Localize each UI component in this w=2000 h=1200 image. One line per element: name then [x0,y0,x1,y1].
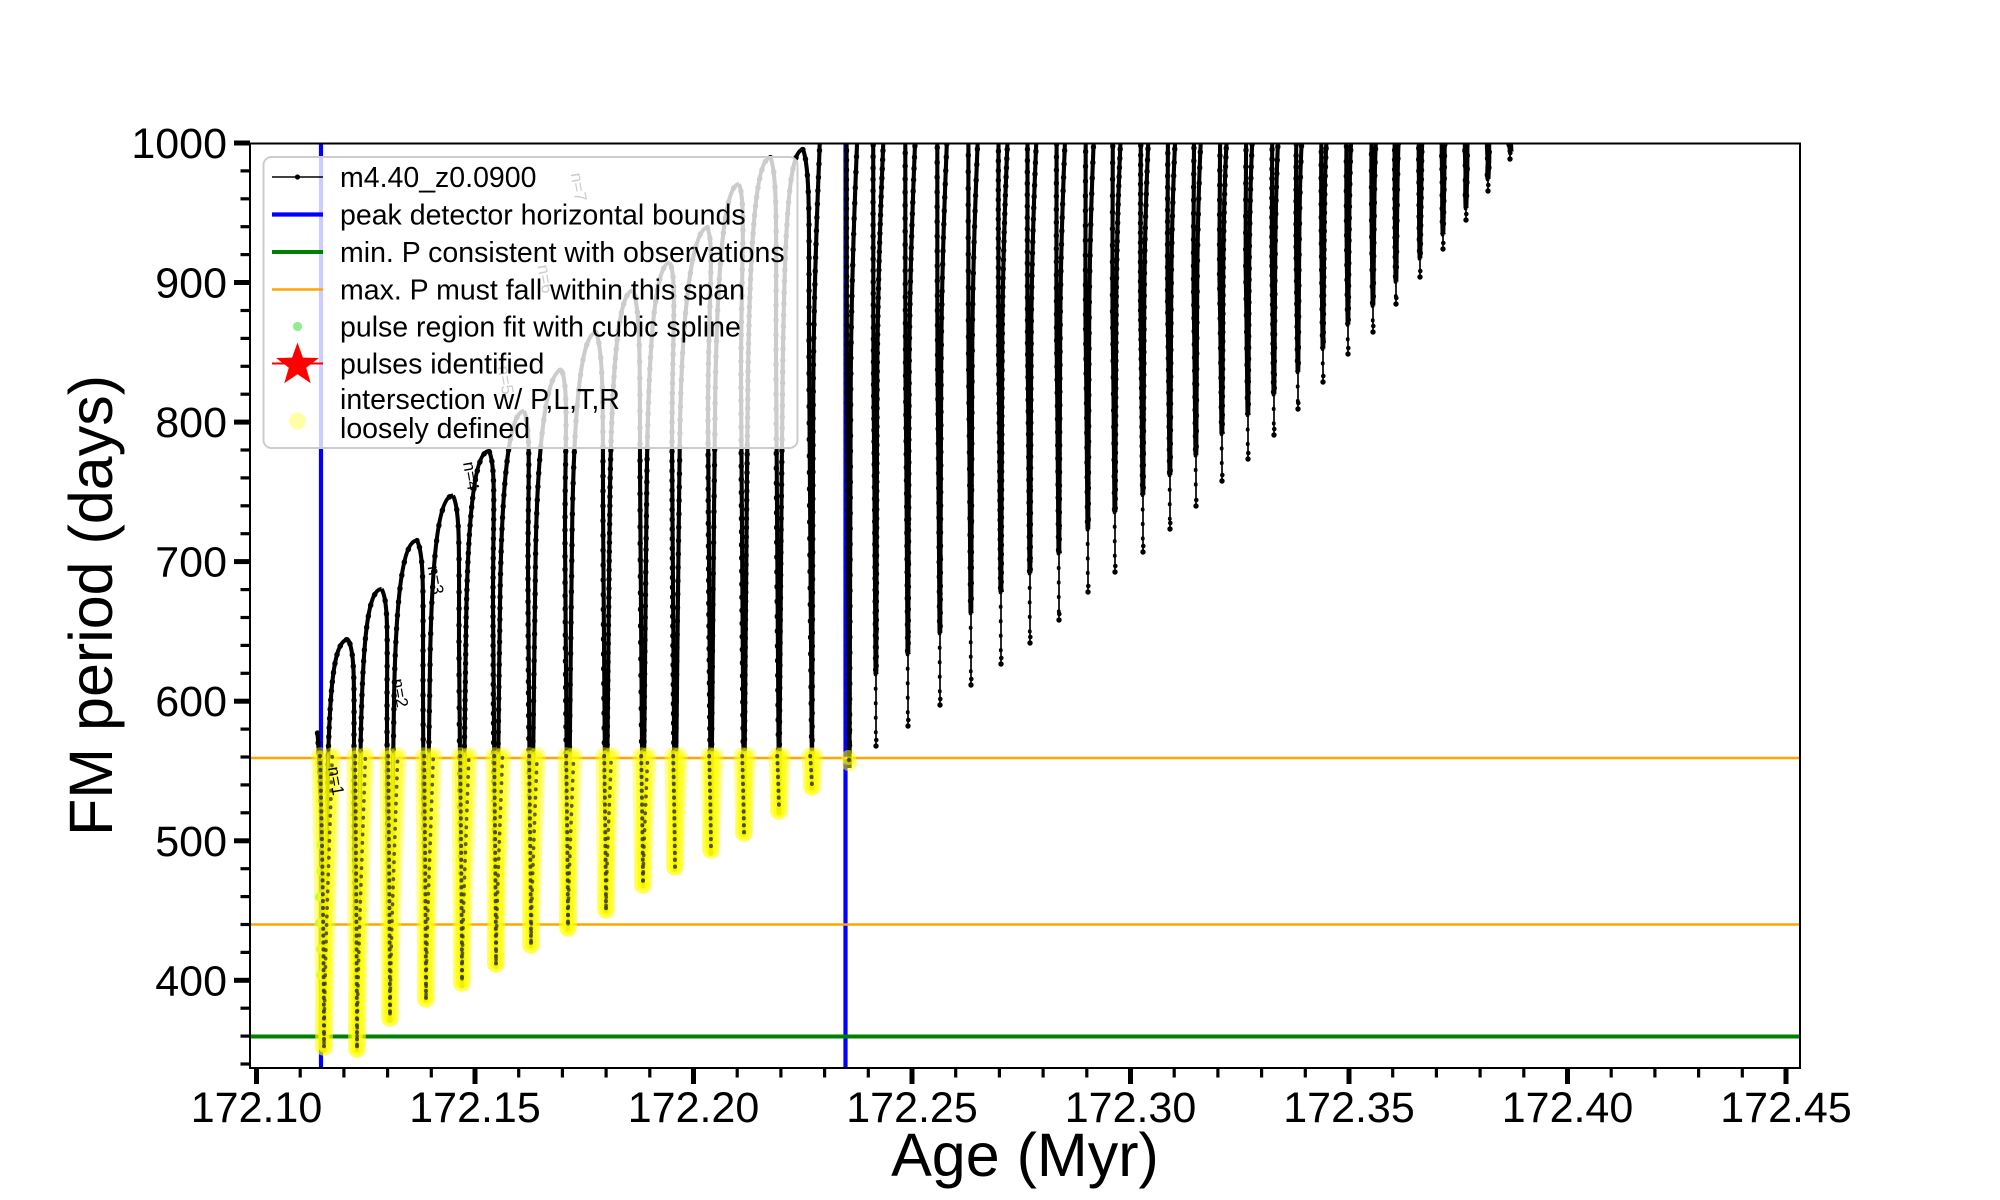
svg-text:900: 900 [155,260,227,308]
svg-text:Age (Myr): Age (Myr) [891,1121,1159,1189]
svg-text:700: 700 [155,539,227,587]
svg-text:172.15: 172.15 [409,1084,541,1132]
svg-text:max. P must fall within this s: max. P must fall within this span [340,275,745,307]
svg-text:peak detector horizontal bound: peak detector horizontal bounds [340,200,746,232]
svg-text:n=1: n=1 [324,765,348,797]
svg-text:pulses identified: pulses identified [340,349,544,381]
svg-text:600: 600 [155,678,227,726]
svg-text:intersection w/ P,L,T,R: intersection w/ P,L,T,R [340,384,620,416]
svg-text:400: 400 [155,957,227,1005]
svg-text:n=4: n=4 [459,460,483,492]
svg-text:172.20: 172.20 [628,1084,760,1132]
svg-text:172.45: 172.45 [1720,1084,1852,1132]
svg-text:pulse region fit with cubic sp: pulse region fit with cubic spline [340,312,741,344]
svg-text:m4.40_z0.0900: m4.40_z0.0900 [340,162,536,194]
svg-text:800: 800 [155,399,227,447]
svg-text:min. P consistent with observa: min. P consistent with observations [340,237,785,269]
svg-text:172.25: 172.25 [846,1084,978,1132]
svg-text:172.30: 172.30 [1065,1084,1197,1132]
svg-text:172.10: 172.10 [191,1084,323,1132]
svg-text:loosely defined: loosely defined [340,413,530,445]
svg-text:172.35: 172.35 [1283,1084,1415,1132]
svg-text:FM period (days): FM period (days) [57,375,125,836]
svg-text:1000: 1000 [131,120,227,168]
svg-text:n=2: n=2 [388,677,412,709]
svg-text:500: 500 [155,818,227,866]
svg-text:n=3: n=3 [424,564,448,596]
svg-text:172.40: 172.40 [1502,1084,1634,1132]
